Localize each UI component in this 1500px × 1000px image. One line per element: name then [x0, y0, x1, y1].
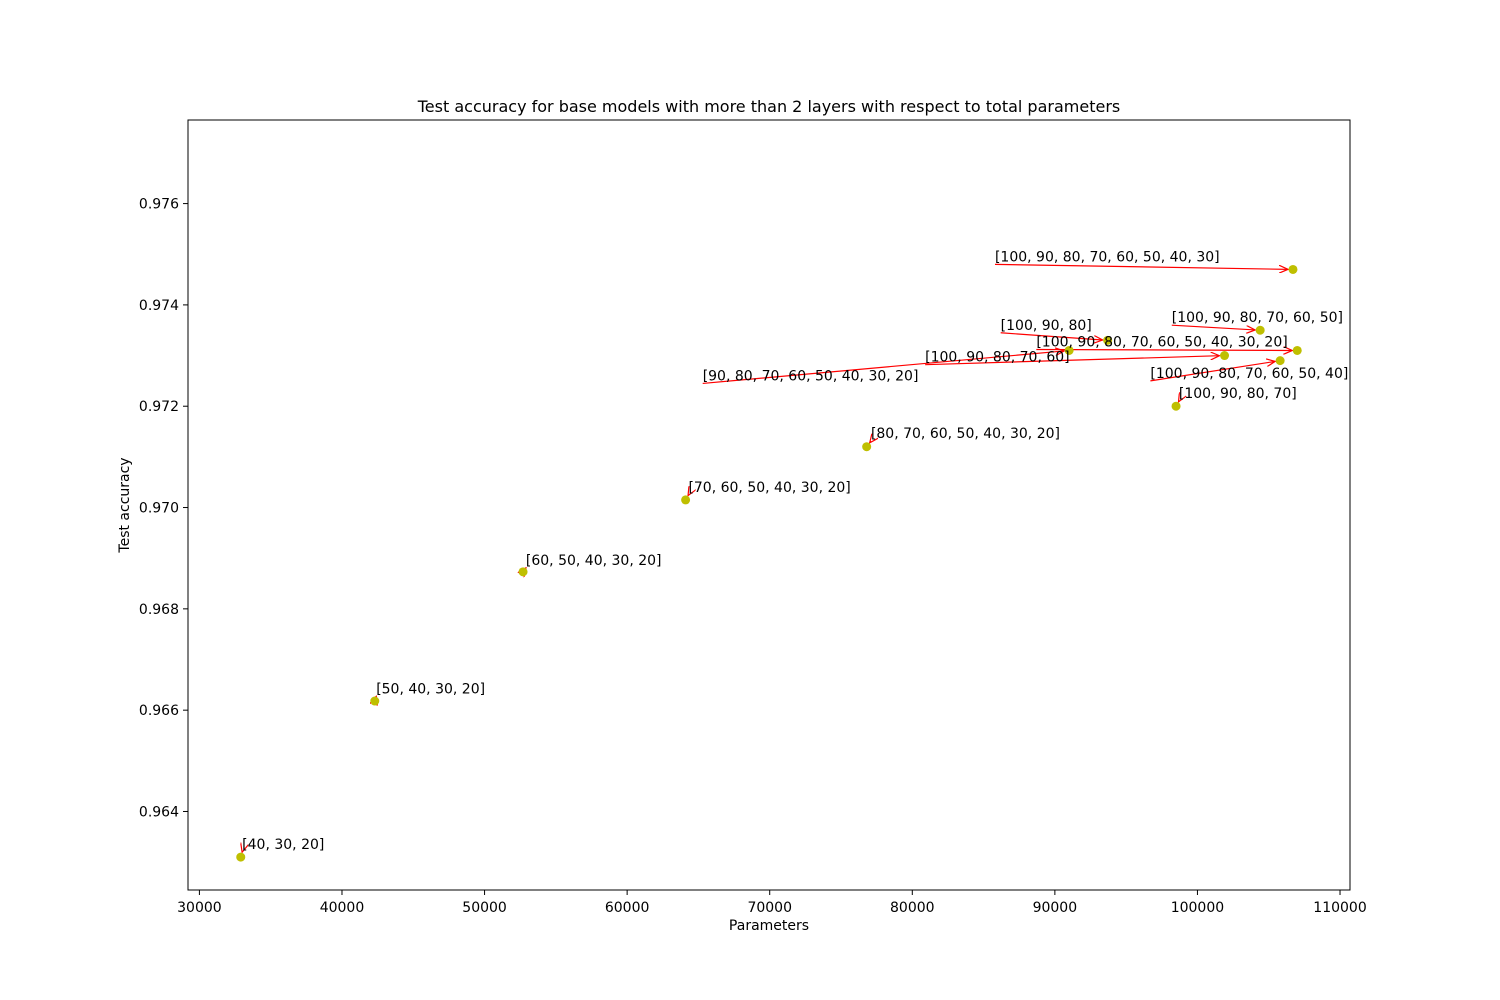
scatter-point [1292, 345, 1302, 355]
point-label: [100, 90, 80, 70] [1179, 386, 1297, 402]
point-label: [80, 70, 60, 50, 40, 30, 20] [871, 426, 1060, 442]
annotation-arrow [1000, 332, 1103, 340]
annotation-arrow [1036, 349, 1292, 350]
data-points [236, 264, 1302, 862]
y-tick-label: 0.976 [139, 197, 179, 213]
x-tick-label: 100000 [1171, 900, 1224, 916]
point-label: [40, 30, 20] [242, 837, 324, 853]
scatter-point [518, 567, 528, 577]
annotation-arrow [870, 441, 871, 443]
point-label: [60, 50, 40, 30, 20] [526, 553, 662, 569]
point-label: [100, 90, 80, 70, 60, 50, 40, 30] [995, 249, 1220, 265]
point-label: [90, 80, 70, 60, 50, 40, 30, 20] [703, 368, 919, 384]
y-tick-label: 0.972 [139, 399, 179, 415]
plot-background [188, 120, 1350, 890]
y-tick-label: 0.974 [139, 298, 179, 314]
point-label: [100, 90, 80, 70, 60] [925, 350, 1070, 366]
y-tick-label: 0.964 [139, 804, 179, 820]
y-tick-label: 0.968 [139, 602, 179, 618]
x-tick-label: 80000 [890, 900, 935, 916]
chart-title: Test accuracy for base models with more … [417, 97, 1120, 116]
x-tick-label: 30000 [177, 900, 222, 916]
point-label: [70, 60, 50, 40, 30, 20] [688, 480, 850, 496]
scatter-point [1220, 351, 1230, 361]
annotation-arrow [1150, 361, 1275, 382]
y-axis-label: Test accuracy [117, 457, 133, 553]
x-axis-label: Parameters [729, 918, 809, 934]
x-tick-label: 40000 [320, 900, 365, 916]
x-tick-label: 60000 [605, 900, 650, 916]
scatter-point [370, 696, 380, 706]
x-tick-label: 50000 [462, 900, 507, 916]
scatter-point [862, 442, 872, 452]
x-axis-ticks: 30000 40000 50000 60000 70000 80000 90000 10000… [177, 890, 1367, 916]
point-label: [50, 40, 30, 20] [376, 681, 485, 697]
point-labels: [40, 30, 20] [50, 40, 30, 20] [60, 50, 40,… [242, 249, 1348, 853]
scatter-point [1288, 264, 1298, 274]
scatter-point [1255, 325, 1265, 335]
annotation-arrow [925, 356, 1219, 366]
scatter-point [1275, 356, 1285, 366]
scatter-point [236, 852, 246, 862]
x-tick-label: 110000 [1313, 900, 1366, 916]
annotation-arrow [702, 351, 1064, 385]
point-label: [100, 90, 80, 70, 60, 50] [1172, 310, 1343, 326]
y-tick-label: 0.966 [139, 703, 179, 719]
scatter-point [1171, 401, 1181, 411]
plot-frame [187, 119, 1351, 891]
point-label: [100, 90, 80] [1001, 318, 1092, 334]
scatter-point [681, 495, 691, 505]
scatter-point [1103, 335, 1113, 345]
y-axis-ticks: 0.964 0.966 0.968 0.970 0.972 0.974 0.976 [139, 197, 188, 820]
annotation-arrow [1171, 324, 1255, 330]
x-tick-label: 70000 [747, 900, 792, 916]
annotation-arrows [242, 263, 1292, 852]
annotation-arrow [994, 263, 1288, 269]
scatter-point [1064, 345, 1074, 355]
x-tick-label: 90000 [1033, 900, 1078, 916]
point-label: [100, 90, 80, 70, 60, 50, 40, 30, 20] [1036, 334, 1287, 350]
y-tick-label: 0.970 [139, 501, 179, 517]
point-label: [100, 90, 80, 70, 60, 50, 40] [1150, 366, 1348, 382]
